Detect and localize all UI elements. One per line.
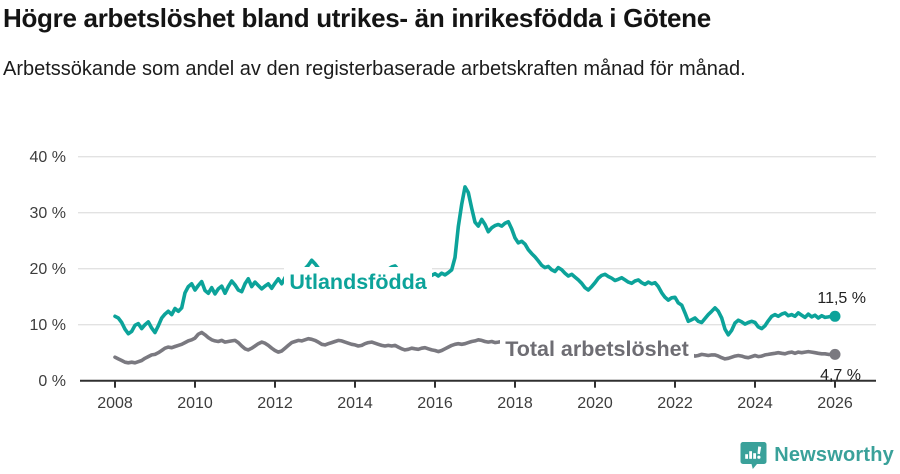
x-axis-tick-label: 2018 <box>497 395 533 412</box>
series-label-mask <box>284 267 432 294</box>
x-axis-tick-label: 2022 <box>657 395 693 412</box>
y-axis-tick-label: 0 % <box>38 373 66 390</box>
x-axis-tick-label: 2012 <box>257 395 293 412</box>
chart-title: Högre arbetslöshet bland utrikes- än inr… <box>3 3 711 33</box>
chart-subtitle: Arbetssökande som andel av den registerb… <box>3 57 746 80</box>
series-line-utlandsfodda <box>113 185 837 337</box>
x-axis-tick-label: 2024 <box>737 395 773 412</box>
x-axis-tick-label: 2008 <box>97 395 133 412</box>
series-end-value-label: 4,7 % <box>820 367 861 384</box>
y-axis-tick-label: 20 % <box>30 261 66 278</box>
newsworthy-logo: Newsworthy <box>740 441 894 470</box>
x-axis-tick-label: 2020 <box>577 395 613 412</box>
series-end-value-label: 11,5 % <box>817 290 866 307</box>
series-end-dot <box>829 348 841 360</box>
series-line-total <box>113 330 837 365</box>
x-axis-tick-label: 2016 <box>417 395 453 412</box>
x-axis-tick-label: 2010 <box>177 395 213 412</box>
series-label-mask <box>500 334 694 361</box>
y-axis-tick-label: 40 % <box>30 149 66 166</box>
x-axis-tick-label: 2014 <box>337 395 373 412</box>
series-label: Total arbetslöshet <box>505 337 689 361</box>
series-end-dot <box>829 310 841 322</box>
y-axis-tick-label: 10 % <box>30 317 66 334</box>
y-axis-tick-label: 30 % <box>30 205 66 222</box>
brand-name: Newsworthy <box>774 444 894 466</box>
series-label: Utlandsfödda <box>289 270 427 294</box>
chart-header: Högre arbetslöshet bland utrikes- än inr… <box>3 2 883 83</box>
bar-chart-speech-bubble-icon <box>740 442 767 469</box>
x-axis-tick-label: 2026 <box>817 395 853 412</box>
